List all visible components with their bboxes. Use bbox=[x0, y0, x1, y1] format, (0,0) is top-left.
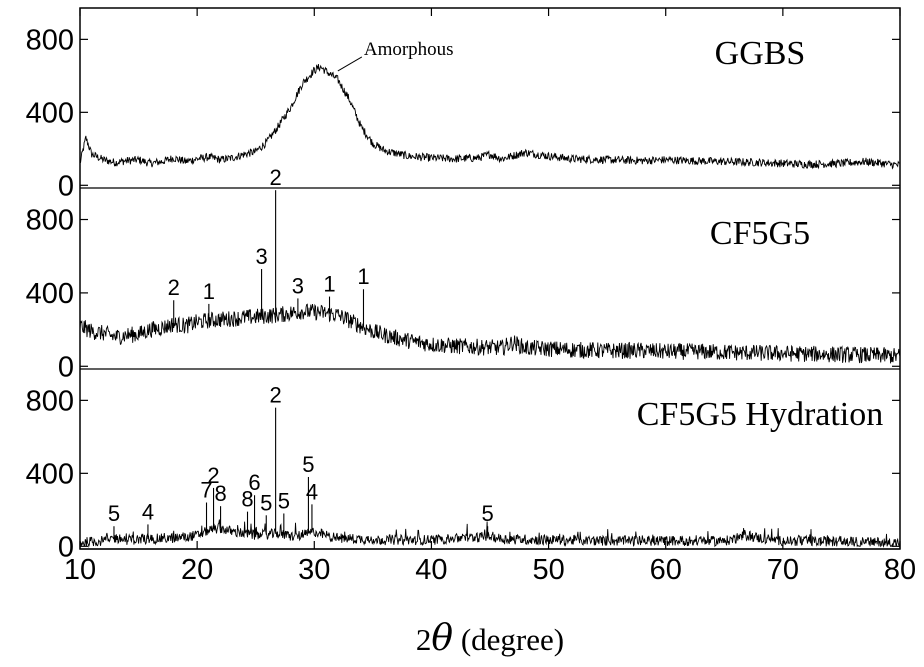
y-tick-label: 400 bbox=[26, 458, 74, 490]
peak-label: 2 bbox=[168, 275, 180, 300]
y-tick-label: 0 bbox=[58, 170, 74, 202]
y-tick-label: 800 bbox=[26, 24, 74, 56]
peak-label: 3 bbox=[255, 244, 267, 269]
panel-title: GGBS bbox=[715, 35, 806, 72]
peak-label: 5 bbox=[278, 488, 290, 513]
peak-label: 2 bbox=[270, 165, 282, 190]
peak-label: 5 bbox=[260, 490, 272, 515]
x-tick-label: 10 bbox=[64, 554, 96, 586]
panel-title: CF5G5 Hydration bbox=[637, 396, 884, 433]
x-tick-label: 20 bbox=[181, 554, 213, 586]
x-tick-label: 80 bbox=[884, 554, 916, 586]
peak-label: 8 bbox=[241, 487, 253, 512]
peak-label: 5 bbox=[108, 501, 120, 526]
peak-label: 2 bbox=[270, 383, 282, 408]
panel-0: 0 400 800 GGBS Amorphous bbox=[26, 24, 900, 202]
trace-line bbox=[79, 64, 900, 170]
x-tick-label: 70 bbox=[767, 554, 799, 586]
y-tick-label: 0 bbox=[58, 351, 74, 383]
peak-label: 7 bbox=[200, 478, 212, 503]
trace-line bbox=[79, 303, 901, 364]
peak-label: 1 bbox=[357, 264, 369, 289]
peak-label: 2 bbox=[207, 463, 219, 488]
peak-label: 1 bbox=[323, 272, 335, 297]
plot-frame bbox=[79, 7, 901, 550]
panel-title: CF5G5 bbox=[710, 215, 810, 252]
trace-line bbox=[79, 519, 901, 548]
peak-label: 6 bbox=[248, 470, 260, 495]
x-axis-label-suffix: (degree) bbox=[453, 622, 564, 657]
x-axis-label-symbol: θ bbox=[431, 618, 453, 659]
x-tick-label: 60 bbox=[650, 554, 682, 586]
annotation-pointer bbox=[337, 56, 363, 72]
peak-label: 8 bbox=[214, 481, 226, 506]
peak-label: 5 bbox=[302, 452, 314, 477]
peak-label: 3 bbox=[292, 273, 304, 298]
peak-label: 4 bbox=[142, 499, 154, 524]
peak-label: 1 bbox=[203, 279, 215, 304]
y-tick-label: 800 bbox=[26, 385, 74, 417]
y-tick-label: 800 bbox=[26, 205, 74, 237]
x-tick-label: 40 bbox=[415, 554, 447, 586]
y-tick-label: 400 bbox=[26, 97, 74, 129]
annotation-label: Amorphous bbox=[364, 39, 454, 60]
x-tick-label: 30 bbox=[298, 554, 330, 586]
x-axis-label-prefix: 2 bbox=[416, 622, 432, 657]
y-tick-label: 400 bbox=[26, 278, 74, 310]
x-tick-label: 50 bbox=[532, 554, 564, 586]
peak-label: 4 bbox=[306, 479, 318, 504]
y-tick-label: 0 bbox=[58, 531, 74, 563]
peak-label: 5 bbox=[482, 501, 494, 526]
x-axis-label: 2θ (degree) bbox=[416, 618, 564, 659]
